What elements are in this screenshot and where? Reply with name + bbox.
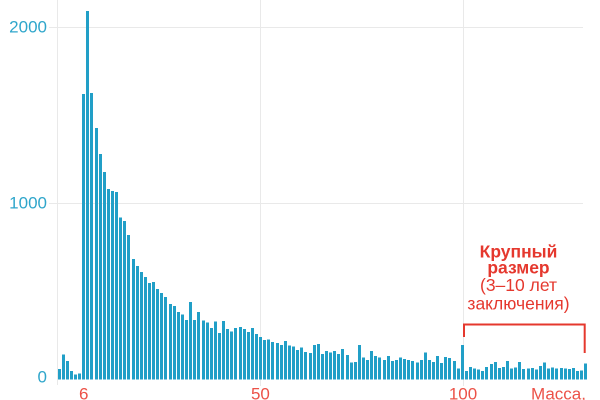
svg-text:0: 0 bbox=[38, 368, 47, 387]
svg-text:Масса,: Масса, bbox=[531, 385, 586, 400]
svg-text:(3–10 лет: (3–10 лет bbox=[480, 275, 557, 295]
svg-text:100: 100 bbox=[449, 385, 477, 400]
svg-text:заключения): заключения) bbox=[467, 294, 569, 314]
svg-text:1000: 1000 bbox=[9, 194, 47, 213]
svg-text:Крупный: Крупный bbox=[480, 242, 558, 262]
svg-text:50: 50 bbox=[251, 385, 270, 400]
svg-text:размер: размер bbox=[487, 258, 549, 278]
svg-text:6: 6 bbox=[79, 385, 88, 400]
svg-text:2000: 2000 bbox=[9, 18, 47, 37]
